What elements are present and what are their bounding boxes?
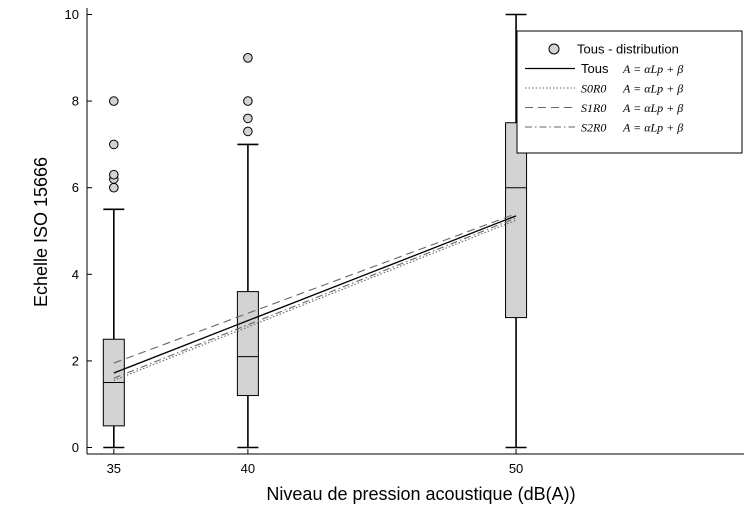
fit-line-s2r0 bbox=[113, 217, 517, 379]
outlier-point bbox=[243, 52, 253, 63]
legend-formula-s2r0: A = αLp + β bbox=[622, 121, 683, 135]
legend-label-distribution: Tous - distribution bbox=[577, 42, 679, 57]
box-50 bbox=[505, 13, 528, 449]
outlier-point bbox=[109, 139, 119, 150]
ticks: 0 2 4 6 8 10 35 40 50 bbox=[65, 7, 524, 476]
y-tick-label: 10 bbox=[65, 7, 79, 22]
y-tick-label: 4 bbox=[72, 267, 79, 282]
fit-lines bbox=[113, 213, 517, 381]
x-tick-label: 40 bbox=[241, 461, 255, 476]
outlier-point bbox=[109, 182, 119, 193]
fit-line-s1r0 bbox=[113, 213, 517, 364]
box-body bbox=[236, 291, 259, 397]
y-tick-label: 6 bbox=[72, 180, 79, 195]
y-tick-label: 0 bbox=[72, 440, 79, 455]
outlier-point bbox=[109, 96, 119, 106]
legend: Tous - distribution Tous A = αLp + β S0R0 A … bbox=[516, 30, 743, 154]
legend-formula-s0r0: A = αLp + β bbox=[622, 82, 683, 96]
legend-formula-s1r0: A = αLp + β bbox=[622, 101, 683, 115]
y-axis-label: Echelle ISO 15666 bbox=[31, 157, 51, 307]
x-tick-label: 50 bbox=[509, 461, 523, 476]
outlier-point bbox=[109, 169, 119, 180]
outlier-point bbox=[243, 113, 253, 124]
legend-marker-distribution bbox=[548, 43, 560, 55]
legend-label-s1r0: S1R0 bbox=[581, 101, 606, 115]
legend-label-tous: Tous bbox=[581, 61, 609, 76]
box-35 bbox=[102, 96, 125, 449]
outlier-point bbox=[243, 126, 253, 137]
x-axis-label: Niveau de pression acoustique (dB(A)) bbox=[266, 484, 575, 504]
fit-line-tous bbox=[113, 215, 517, 374]
boxes bbox=[102, 13, 528, 449]
legend-label-s0r0: S0R0 bbox=[581, 82, 606, 96]
y-tick-label: 8 bbox=[72, 94, 79, 109]
outlier-point bbox=[243, 96, 253, 106]
legend-frame bbox=[516, 30, 743, 154]
legend-formula-tous: A = αLp + β bbox=[622, 62, 683, 76]
legend-label-s2r0: S2R0 bbox=[581, 121, 606, 135]
y-tick-label: 2 bbox=[72, 353, 79, 368]
fit-line-s0r0 bbox=[113, 219, 517, 381]
plot-frame bbox=[86, 8, 744, 455]
x-tick-label: 35 bbox=[107, 461, 121, 476]
box-40 bbox=[236, 52, 259, 449]
